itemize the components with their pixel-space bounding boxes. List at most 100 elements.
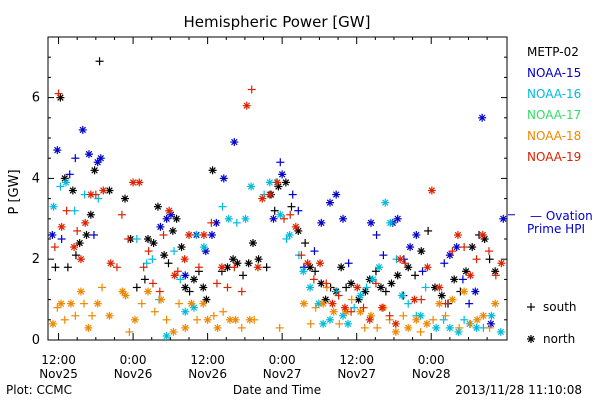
data-point	[281, 178, 290, 187]
data-point	[237, 323, 246, 332]
data-point	[177, 243, 186, 252]
data-point	[73, 226, 82, 235]
data-point	[90, 166, 99, 175]
data-point	[460, 315, 469, 324]
data-point	[71, 154, 80, 163]
data-point	[441, 311, 450, 320]
data-point	[153, 202, 162, 211]
data-point	[172, 214, 181, 223]
data-point	[91, 190, 100, 199]
data-point	[244, 259, 253, 268]
data-point	[82, 230, 91, 239]
data-point	[448, 247, 457, 256]
data-point	[247, 85, 256, 94]
data-point	[387, 279, 396, 288]
data-point	[371, 279, 380, 288]
data-point	[404, 263, 413, 272]
data-point	[139, 263, 148, 272]
data-point	[48, 319, 57, 328]
data-point	[288, 190, 297, 199]
data-point	[156, 222, 165, 231]
data-point	[360, 323, 369, 332]
data-point	[276, 158, 285, 167]
data-point	[347, 295, 356, 304]
data-point	[339, 311, 348, 320]
data-point	[479, 311, 488, 320]
data-point	[199, 299, 208, 308]
data-point	[412, 315, 421, 324]
data-point	[253, 263, 262, 272]
data-point	[319, 299, 328, 308]
data-point	[359, 303, 368, 312]
data-point	[199, 283, 208, 292]
data-point	[132, 283, 141, 292]
data-point	[445, 251, 454, 260]
x-tick-label-date: Nov27	[263, 367, 302, 381]
data-point	[176, 275, 185, 284]
x-tick-label-date: Nov28	[412, 367, 451, 381]
data-point	[306, 283, 315, 292]
data-point	[66, 299, 75, 308]
data-point	[417, 247, 426, 256]
data-point	[484, 247, 493, 256]
data-point	[485, 255, 494, 264]
data-point	[219, 174, 228, 183]
data-point	[491, 267, 500, 276]
data-point	[412, 230, 421, 239]
data-point	[149, 239, 158, 248]
data-point	[62, 178, 71, 187]
data-point	[311, 267, 320, 276]
data-point	[418, 267, 427, 276]
data-point	[329, 307, 338, 316]
plot-frame	[47, 36, 508, 341]
data-point	[105, 311, 114, 320]
data-point	[53, 146, 62, 155]
data-point	[232, 218, 241, 227]
x-tick-label-date: Nov26	[114, 367, 153, 381]
data-point	[340, 303, 349, 312]
data-point	[411, 271, 420, 280]
data-point	[250, 315, 259, 324]
data-point	[162, 331, 171, 340]
data-point	[339, 214, 348, 223]
data-point	[125, 327, 134, 336]
data-point	[435, 283, 444, 292]
data-point	[406, 243, 415, 252]
data-point	[294, 226, 303, 235]
data-point	[148, 279, 157, 288]
data-point	[276, 210, 285, 219]
data-point	[465, 299, 474, 308]
data-point	[332, 190, 341, 199]
y-tick-label: 2	[32, 252, 40, 267]
data-point	[53, 303, 62, 312]
data-point	[303, 259, 312, 268]
data-point	[180, 255, 189, 264]
data-point	[285, 230, 294, 239]
data-point	[184, 230, 193, 239]
data-point	[212, 279, 221, 288]
data-point	[76, 287, 85, 296]
data-point	[361, 287, 370, 296]
data-point	[241, 214, 250, 223]
x-tick-label-time: 12:00	[190, 353, 225, 367]
data-point	[86, 210, 95, 219]
data-point	[478, 113, 487, 122]
data-point	[130, 315, 139, 324]
data-point	[366, 218, 375, 227]
data-point	[121, 291, 130, 300]
data-point	[202, 295, 211, 304]
data-point	[70, 206, 79, 215]
data-point	[121, 194, 130, 203]
data-point	[309, 275, 318, 284]
y-axis-label: P [GW]	[7, 169, 22, 214]
data-point	[450, 275, 459, 284]
data-point	[254, 255, 263, 264]
data-point	[194, 263, 203, 272]
data-point	[416, 327, 425, 336]
data-point	[310, 247, 319, 256]
data-point	[429, 315, 438, 324]
x-tick-label-time: 0:00	[418, 353, 445, 367]
data-point	[344, 259, 353, 268]
data-point	[398, 291, 407, 300]
